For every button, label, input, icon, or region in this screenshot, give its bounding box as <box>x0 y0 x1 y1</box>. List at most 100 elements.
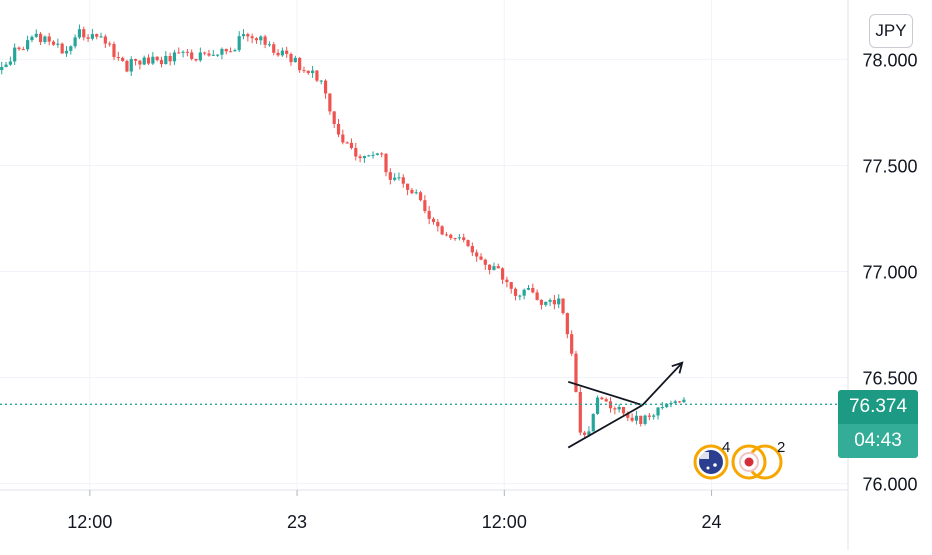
candle-down <box>630 417 634 421</box>
candle-down <box>289 53 293 63</box>
candle-down <box>423 200 427 212</box>
drawing-layer[interactable] <box>567 361 684 449</box>
candle-down <box>332 111 336 124</box>
candle-down <box>462 237 466 241</box>
candle-up <box>259 36 263 41</box>
candle-up <box>181 51 185 53</box>
candle-down <box>125 60 129 72</box>
candle-down <box>159 60 164 65</box>
bar-countdown-label: 04:43 <box>838 424 918 458</box>
candle-up <box>73 37 77 47</box>
candle-up <box>164 55 168 65</box>
candle-down <box>479 256 483 260</box>
candle-down <box>103 36 107 44</box>
candle-down <box>246 34 250 37</box>
candle-down <box>626 413 630 418</box>
candle-down <box>358 156 362 159</box>
candle-down <box>427 211 431 219</box>
candle-up <box>90 34 94 39</box>
candle-down <box>496 266 500 269</box>
y-tick-label: 78.000 <box>862 50 917 70</box>
candlestick-series <box>0 24 686 438</box>
candle-down <box>405 183 410 190</box>
candle-down <box>505 279 509 283</box>
candle-down <box>604 399 608 402</box>
candle-down <box>401 177 405 184</box>
candle-down <box>95 34 99 37</box>
candle-down <box>431 218 436 222</box>
candle-up <box>26 40 30 50</box>
y-tick-label: 76.500 <box>862 369 917 389</box>
target-event-icon[interactable]: 2 <box>731 439 785 480</box>
candle-down <box>254 38 259 41</box>
candle-down <box>146 57 151 64</box>
candle-down <box>168 55 172 62</box>
candle-up <box>233 50 237 52</box>
breakout-arrow-line <box>641 362 683 406</box>
y-tick-label: 76.000 <box>862 475 917 495</box>
candle-up <box>99 36 103 38</box>
candle-up <box>362 156 367 159</box>
candle-down <box>444 234 449 236</box>
au-flag-event-icon[interactable]: 4 <box>693 439 730 480</box>
candle-up <box>8 61 12 65</box>
candle-down <box>535 292 539 300</box>
candle-down <box>410 189 414 194</box>
candle-down <box>47 36 51 42</box>
candle-down <box>578 391 582 433</box>
candle-down <box>138 60 142 65</box>
currency-badge[interactable]: JPY <box>869 14 913 48</box>
flag-dot <box>744 457 754 467</box>
candle-up <box>4 64 8 68</box>
candle-up <box>151 56 155 64</box>
candle-up <box>397 177 401 179</box>
x-tick-label: 12:00 <box>482 512 527 532</box>
candle-up <box>43 36 47 42</box>
candle-up <box>34 33 38 37</box>
candle-down <box>552 299 556 305</box>
candle-up <box>237 36 241 51</box>
candle-up <box>414 192 418 194</box>
candle-down <box>488 264 492 270</box>
candle-up <box>13 47 17 62</box>
candle-down <box>384 153 388 173</box>
candle-up <box>673 401 677 404</box>
candle-up <box>129 59 133 72</box>
candle-down <box>328 93 332 112</box>
candle-up <box>77 29 82 38</box>
candle-up <box>198 52 202 61</box>
last-price-label: 76.374 <box>838 390 918 424</box>
candle-down <box>570 334 574 354</box>
candle-down <box>621 406 626 414</box>
candle-up <box>0 67 4 70</box>
candle-up <box>557 298 561 305</box>
candle-down <box>121 57 125 61</box>
candle-down <box>272 44 276 53</box>
candle-up <box>656 407 660 416</box>
candle-down <box>613 408 617 410</box>
candle-down <box>418 192 423 201</box>
candle-down <box>561 298 565 314</box>
candle-down <box>583 432 587 435</box>
candle-down <box>647 415 651 417</box>
candle-up <box>56 43 60 45</box>
candle-down <box>354 147 358 157</box>
triangle-upper-trendline <box>567 380 643 407</box>
candle-down <box>38 33 43 42</box>
candle-up <box>211 54 215 56</box>
x-axis[interactable]: 12:00 23 12:00 24 <box>67 490 722 532</box>
candle-up <box>643 415 647 424</box>
y-axis[interactable]: 78.000 77.500 77.000 76.500 76.000 <box>862 50 917 494</box>
candle-up <box>367 155 371 157</box>
candle-down <box>349 142 354 148</box>
candle-down <box>483 259 487 265</box>
candle-down <box>306 70 310 74</box>
candle-down <box>207 53 211 56</box>
candle-up <box>652 415 656 417</box>
candle-up <box>216 54 220 56</box>
candle-down <box>108 43 112 45</box>
candle-down <box>341 134 345 143</box>
